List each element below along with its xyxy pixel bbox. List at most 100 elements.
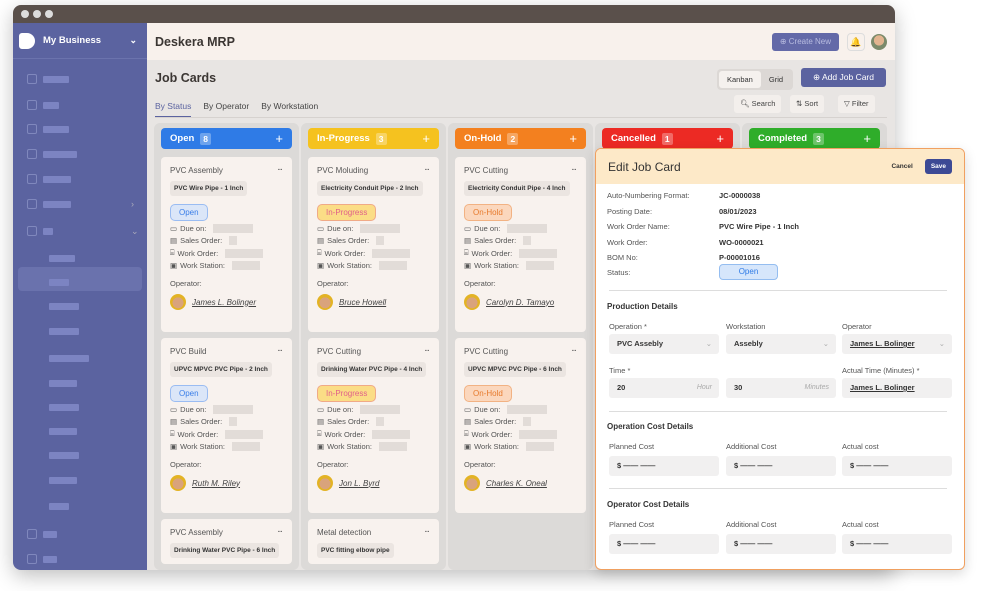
divider: [609, 411, 947, 412]
tab-by-status[interactable]: By Status: [155, 101, 192, 118]
planned-cost-input[interactable]: $ —— ——: [609, 456, 719, 476]
tab-by-workstation[interactable]: By Workstation: [261, 101, 319, 111]
search-button[interactable]: 🔍︎ Search: [734, 95, 782, 113]
status-badge: On-Hold: [464, 204, 512, 221]
clipboard-icon: ▤: [170, 417, 178, 426]
sidebar-item[interactable]: [27, 124, 69, 134]
redacted-value: [376, 236, 385, 245]
sidebar-item[interactable]: [27, 554, 57, 564]
sidebar-item-label: [43, 555, 57, 563]
filter-button[interactable]: ▽ Filter: [838, 95, 875, 113]
job-card[interactable]: PVC Cutting ⠒ Drinking Water PVC Pipe - 4 …: [308, 338, 439, 513]
sidebar-subitem[interactable]: [49, 328, 79, 335]
operator-link[interactable]: Charles K. Oneal: [464, 475, 577, 491]
create-new-button[interactable]: ⊕ Create New: [771, 32, 839, 51]
operator-link[interactable]: Bruce Howell: [317, 294, 430, 310]
additional-cost-input[interactable]: $ —— ——: [726, 456, 836, 476]
operator-link[interactable]: Jon L. Byrd: [317, 475, 430, 491]
work-label: Work Order:: [177, 429, 219, 439]
production-details-heading: Production Details: [607, 302, 678, 311]
window-minimize-button[interactable]: [33, 10, 41, 18]
job-card[interactable]: PVC Assembly ⠒ PVC Wire Pipe - 1 Inch Open ▭…: [161, 157, 292, 332]
drag-handle-icon[interactable]: ⠒: [424, 166, 430, 175]
sidebar-item[interactable]: [27, 100, 59, 110]
sidebar-subitem[interactable]: [49, 428, 77, 435]
column-count: 3: [375, 132, 387, 145]
drag-handle-icon[interactable]: ⠒: [424, 528, 430, 537]
sort-button[interactable]: ⇅ Sort: [790, 95, 825, 113]
add-card-button[interactable]: +: [422, 131, 430, 146]
sidebar-item-label: [49, 303, 79, 310]
field-value: JC-0000038: [719, 191, 761, 200]
status-badge[interactable]: Open: [719, 264, 778, 280]
workstation-select[interactable]: Assebly ⌄: [726, 334, 836, 354]
notification-bell-icon[interactable]: 🔔: [847, 32, 865, 51]
field-value: P-00001016: [719, 253, 760, 262]
job-card[interactable]: PVC Moluding ⠒ Electricity Conduit Pipe - …: [308, 157, 439, 332]
job-card[interactable]: PVC Cutting ⠒ UPVC MPVC PVC Pipe - 6 Inch O…: [455, 338, 586, 513]
sidebar-subitem[interactable]: [49, 452, 79, 459]
sidebar-subitem[interactable]: [49, 503, 69, 510]
operator-link[interactable]: Ruth M. Riley: [170, 475, 283, 491]
add-card-button[interactable]: +: [275, 131, 283, 146]
job-card[interactable]: PVC Cutting ⠒ Electricity Conduit Pipe - 4…: [455, 157, 586, 332]
kanban-view-button[interactable]: Kanban: [719, 71, 761, 88]
job-card[interactable]: PVC Build ⠒ UPVC MPVC PVC Pipe - 2 Inch Ope…: [161, 338, 292, 513]
calendar-icon: ▭: [170, 405, 178, 414]
job-card[interactable]: PVC Assembly ⠒ Drinking Water PVC Pipe - 6…: [161, 519, 292, 564]
minutes-input[interactable]: 30 Minutes: [726, 378, 836, 398]
sidebar-subitem[interactable]: [49, 303, 79, 310]
sidebar-item[interactable]: [27, 149, 77, 159]
station-row: ▣ Work Station:: [317, 261, 430, 270]
drag-handle-icon[interactable]: ⠒: [277, 528, 283, 537]
sidebar-item[interactable]: ⌄: [27, 226, 139, 236]
cancel-button[interactable]: Cancel: [891, 163, 913, 170]
tab-by-operator[interactable]: By Operator: [203, 101, 250, 111]
drag-handle-icon[interactable]: ⠒: [571, 166, 577, 175]
operator-value: James L. Bolinger: [850, 339, 915, 348]
operator-link[interactable]: James L. Bolinger: [170, 294, 283, 310]
actual-time-input[interactable]: James L. Bolinger: [842, 378, 952, 398]
save-button[interactable]: Save: [924, 159, 952, 174]
window-maximize-button[interactable]: [45, 10, 53, 18]
user-avatar[interactable]: [871, 33, 887, 50]
drag-handle-icon[interactable]: ⠒: [277, 166, 283, 175]
station-row: ▣ Work Station:: [464, 442, 577, 451]
sidebar-subitem[interactable]: [49, 255, 75, 262]
additional-cost-input[interactable]: $ —— ——: [726, 534, 836, 554]
drag-handle-icon[interactable]: ⠒: [277, 347, 283, 356]
drag-handle-icon[interactable]: ⠒: [571, 347, 577, 356]
add-card-button[interactable]: +: [569, 131, 577, 146]
operator-label: Operator:: [317, 460, 349, 469]
add-card-button[interactable]: +: [863, 131, 871, 146]
business-switcher[interactable]: My Business ⌄: [13, 23, 147, 59]
sidebar-subitem[interactable]: [49, 404, 79, 411]
sidebar-item[interactable]: [27, 174, 71, 184]
sidebar-subitem[interactable]: [49, 380, 77, 387]
sidebar-subitem[interactable]: [49, 279, 69, 286]
window-close-button[interactable]: [21, 10, 29, 18]
sidebar-subitem[interactable]: [49, 355, 89, 362]
sidebar-item-label: [43, 75, 69, 83]
card-title-row: PVC Assembly ⠒: [170, 528, 283, 537]
operator-link[interactable]: Carolyn D. Tamayo: [464, 294, 577, 310]
actual-cost-input[interactable]: $ —— ——: [842, 534, 952, 554]
add-job-card-button[interactable]: ⊕ Add Job Card: [801, 68, 886, 87]
drag-handle-icon[interactable]: ⠒: [424, 347, 430, 356]
grid-view-button[interactable]: Grid: [768, 75, 784, 84]
actual-cost-input[interactable]: $ —— ——: [842, 456, 952, 476]
planned-cost-input[interactable]: $ —— ——: [609, 534, 719, 554]
work-row: ⌸ Work Order:: [170, 429, 283, 439]
job-card[interactable]: Metal detection ⠒ PVC fitting elbow pipe: [308, 519, 439, 564]
clipboard-icon: ▤: [170, 236, 178, 245]
sidebar-subitem[interactable]: [49, 477, 77, 484]
operator-avatar: [170, 294, 186, 310]
sidebar-item[interactable]: [27, 529, 57, 539]
column-title: Cancelled: [611, 133, 656, 144]
sidebar-item[interactable]: [27, 74, 69, 84]
hours-input[interactable]: 20 Hour: [609, 378, 719, 398]
operation-select[interactable]: PVC Assebly ⌄: [609, 334, 719, 354]
add-card-button[interactable]: +: [716, 131, 724, 146]
operator-select[interactable]: James L. Bolinger ⌄: [842, 334, 952, 354]
sidebar-item[interactable]: ›: [27, 199, 134, 209]
